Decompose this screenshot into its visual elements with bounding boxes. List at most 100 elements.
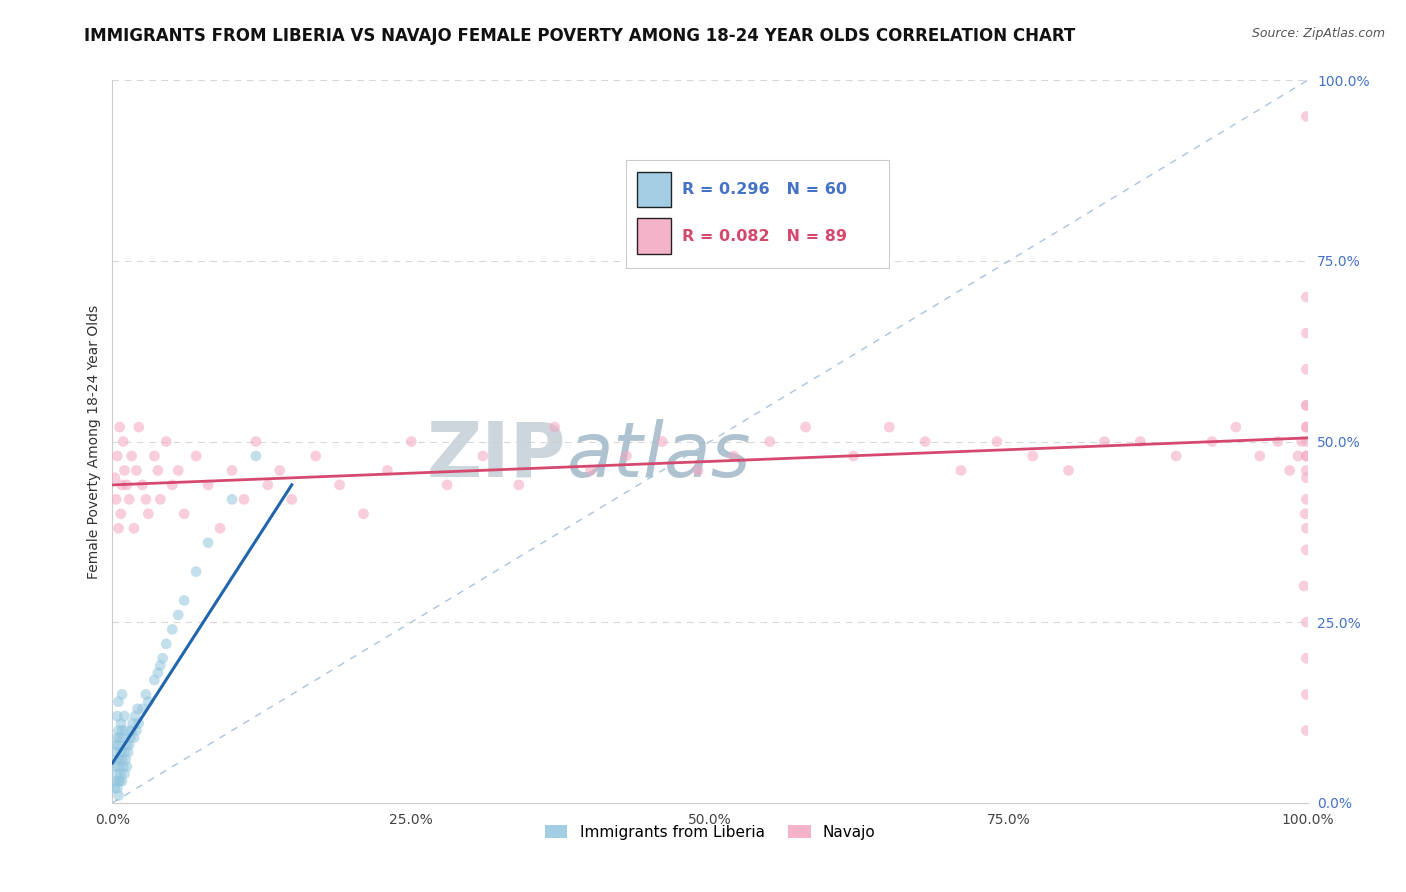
Point	[124, 709, 146, 723]
Point	[114, 745, 135, 759]
Point	[107, 738, 129, 752]
Point	[117, 745, 139, 759]
Point	[138, 507, 160, 521]
Point	[108, 420, 131, 434]
Point	[1294, 507, 1316, 521]
Point	[125, 723, 148, 738]
Point	[986, 434, 1008, 449]
Point	[120, 731, 142, 745]
Point	[107, 521, 129, 535]
Point	[135, 492, 157, 507]
Point	[105, 767, 128, 781]
Point	[108, 774, 131, 789]
Point	[1286, 449, 1309, 463]
Point	[472, 449, 495, 463]
Point	[110, 767, 132, 781]
Text: ZIP: ZIP	[427, 419, 567, 493]
Point	[1295, 290, 1317, 304]
Point	[111, 687, 134, 701]
Point	[107, 760, 129, 774]
Point	[121, 723, 143, 738]
Point	[114, 723, 136, 738]
Point	[508, 478, 530, 492]
Point	[1295, 326, 1317, 340]
Point	[1295, 420, 1317, 434]
Point	[1295, 110, 1317, 124]
Point	[1166, 449, 1188, 463]
Point	[1201, 434, 1223, 449]
Point	[1278, 463, 1301, 477]
Point	[143, 673, 166, 687]
Point	[1094, 434, 1116, 449]
Text: atlas: atlas	[567, 419, 751, 493]
Point	[135, 687, 157, 701]
Point	[1267, 434, 1289, 449]
Point	[114, 752, 136, 766]
Point	[1295, 687, 1317, 701]
Point	[305, 449, 328, 463]
Point	[108, 752, 131, 766]
Point	[914, 434, 936, 449]
Point	[1295, 651, 1317, 665]
Point	[128, 716, 150, 731]
Point	[110, 507, 132, 521]
Point	[245, 449, 267, 463]
Point	[162, 623, 183, 637]
Point	[104, 470, 127, 484]
Point	[112, 434, 135, 449]
Point	[1225, 420, 1247, 434]
Point	[105, 449, 128, 463]
Point	[950, 463, 973, 477]
Text: IMMIGRANTS FROM LIBERIA VS NAVAJO FEMALE POVERTY AMONG 18-24 YEAR OLDS CORRELATI: IMMIGRANTS FROM LIBERIA VS NAVAJO FEMALE…	[84, 27, 1076, 45]
Point	[105, 774, 128, 789]
Point	[125, 463, 148, 477]
Point	[842, 449, 865, 463]
Point	[131, 702, 153, 716]
Point	[121, 716, 143, 731]
Point	[1022, 449, 1045, 463]
Point	[167, 463, 190, 477]
Point	[108, 731, 131, 745]
Point	[111, 478, 134, 492]
Point	[173, 507, 195, 521]
Point	[1295, 362, 1317, 376]
Point	[1295, 542, 1317, 557]
Point	[186, 565, 208, 579]
Point	[115, 478, 138, 492]
Point	[107, 723, 129, 738]
Point	[105, 745, 128, 759]
Point	[115, 760, 138, 774]
Point	[377, 463, 399, 477]
Point	[122, 521, 145, 535]
Point	[245, 434, 267, 449]
Point	[138, 695, 160, 709]
Point	[1295, 723, 1317, 738]
Point	[114, 767, 135, 781]
Point	[1292, 579, 1315, 593]
Point	[197, 478, 219, 492]
Point	[209, 521, 232, 535]
Point	[329, 478, 352, 492]
Point	[105, 492, 128, 507]
Point	[352, 507, 374, 521]
Point	[197, 535, 219, 549]
Point	[105, 709, 128, 723]
Point	[104, 781, 127, 796]
Point	[114, 709, 135, 723]
Legend: Immigrants from Liberia, Navajo: Immigrants from Liberia, Navajo	[538, 819, 882, 846]
Point	[146, 463, 169, 477]
Point	[155, 434, 177, 449]
Point	[107, 774, 129, 789]
Point	[111, 774, 134, 789]
Point	[105, 738, 128, 752]
Point	[152, 651, 174, 665]
Point	[579, 463, 602, 477]
Point	[1249, 449, 1271, 463]
Point	[186, 449, 208, 463]
Point	[149, 658, 172, 673]
Point	[759, 434, 782, 449]
Point	[173, 593, 195, 607]
Point	[127, 702, 149, 716]
Point	[105, 781, 128, 796]
Point	[1295, 398, 1317, 412]
